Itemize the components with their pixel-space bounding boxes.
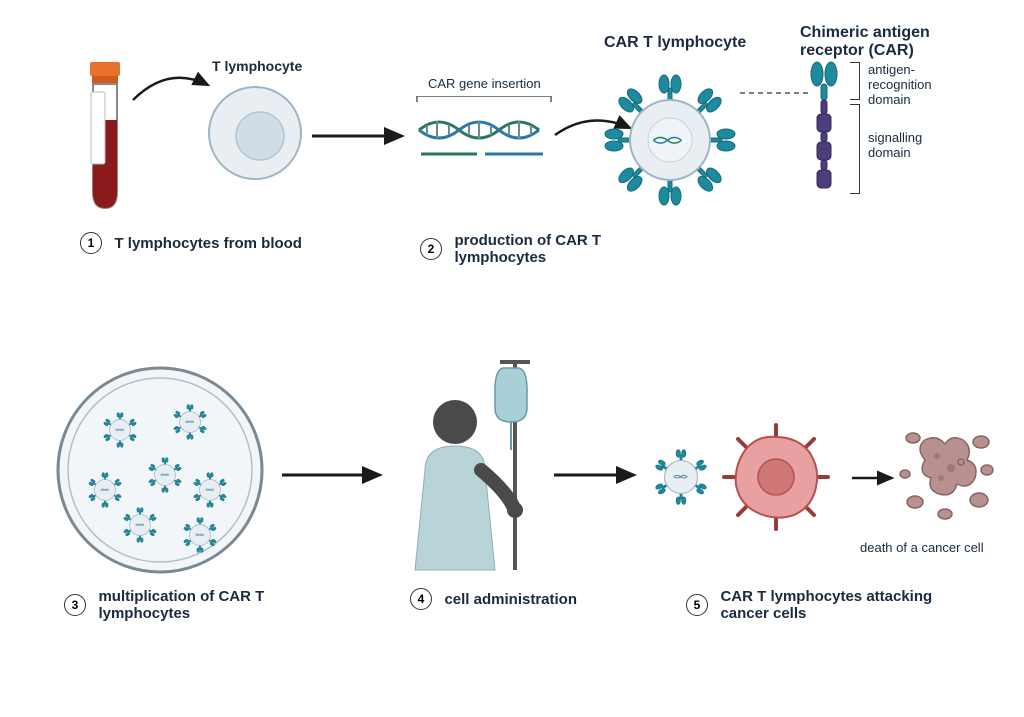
blood-tube — [80, 62, 130, 212]
dead-cancer-cell — [895, 420, 1005, 530]
step-4-label: cell administration — [444, 591, 577, 608]
step-4: 4 cell administration — [410, 588, 577, 610]
arrow-cell-to-dna — [310, 126, 410, 146]
step-5-num: 5 — [686, 594, 708, 616]
t-lymphocyte-label: T lymphocyte — [212, 58, 302, 74]
step-1-num: 1 — [80, 232, 102, 254]
step-2-num: 2 — [420, 238, 442, 260]
bracket-signalling — [850, 104, 860, 194]
petri-dish — [50, 360, 270, 580]
dashed-connector — [740, 88, 810, 98]
step-2-label: production of CAR T lymphocytes — [454, 232, 601, 266]
step-1-label: T lymphocytes from blood — [114, 235, 302, 252]
signalling-domain-label: signalling domain — [868, 130, 922, 160]
arrow-attack-to-dead — [850, 470, 900, 486]
antigen-domain-label: antigen- recognition domain — [868, 62, 932, 107]
arrow-patient-to-attack — [552, 465, 642, 485]
step-1: 1 T lymphocytes from blood — [80, 232, 302, 254]
patient-iv — [395, 350, 565, 580]
car-header-label: Chimeric antigen receptor (CAR) — [800, 24, 930, 60]
car-gene-insertion-label: CAR gene insertion — [428, 76, 541, 91]
car-receptor-detail — [804, 60, 844, 200]
step-3-label: multiplication of CAR T lymphocytes — [98, 588, 264, 622]
cart-lymphocyte-label: CAR T lymphocyte — [604, 34, 746, 52]
step-3-num: 3 — [64, 594, 86, 616]
dna-insertion — [415, 96, 555, 176]
step-3: 3 multiplication of CAR T lymphocytes — [64, 588, 264, 622]
t-lymphocyte-cell — [200, 78, 310, 188]
step-2: 2 production of CAR T lymphocytes — [420, 232, 601, 266]
bracket-antigen — [850, 62, 860, 100]
step-5: 5 CAR T lymphocytes attacking cancer cel… — [686, 588, 932, 622]
step-5-label: CAR T lymphocytes attacking cancer cells — [720, 588, 932, 622]
arrow-dish-to-patient — [280, 465, 390, 485]
cart-attacking — [636, 412, 856, 542]
cart-lymphocyte — [590, 60, 750, 220]
step-4-num: 4 — [410, 588, 432, 610]
death-of-cancer-label: death of a cancer cell — [860, 540, 984, 555]
